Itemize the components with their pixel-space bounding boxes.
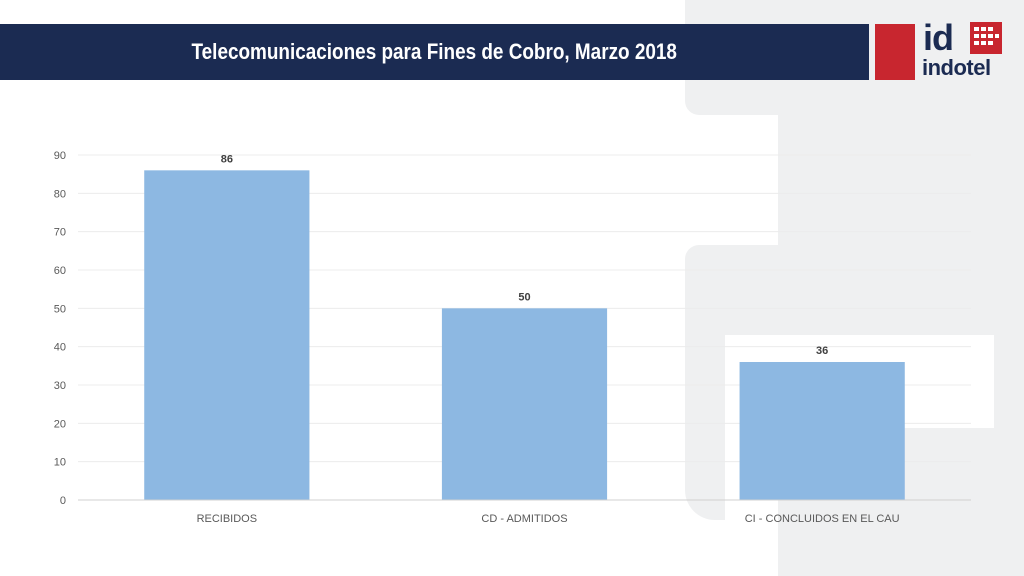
y-tick-label: 0 [60, 495, 66, 507]
data-label: 50 [518, 291, 530, 303]
category-label: RECIBIDOS [197, 513, 258, 525]
bar [144, 170, 310, 501]
y-tick-label: 40 [54, 342, 66, 354]
y-tick-label: 10 [54, 457, 66, 469]
y-tick-label: 60 [54, 265, 66, 277]
chart-data-labels: 86 50 36 [221, 153, 829, 357]
logo-plus-icon [970, 22, 1002, 54]
title-bar: Telecomunicaciones para Fines de Cobro, … [0, 24, 869, 80]
background-panel-right-edge [994, 330, 1024, 430]
y-axis-ticks: 0 10 20 30 40 50 60 70 80 90 [54, 150, 66, 507]
background-panel-mid [778, 110, 1024, 250]
y-tick-label: 30 [54, 380, 66, 392]
bar [739, 362, 905, 500]
chart-bars [144, 170, 905, 501]
y-tick-label: 80 [54, 188, 66, 200]
category-label: CI - CONCLUIDOS EN EL CAU [745, 513, 900, 525]
logo-red-block [875, 24, 915, 80]
x-axis-categories: RECIBIDOS CD - ADMITIDOS CI - CONCLUIDOS E… [197, 513, 900, 525]
y-tick-label: 70 [54, 227, 66, 239]
data-label: 36 [816, 345, 828, 357]
y-tick-label: 90 [54, 150, 66, 162]
category-label: CD - ADMITIDOS [481, 513, 567, 525]
y-tick-label: 20 [54, 418, 66, 430]
page-title: Telecomunicaciones para Fines de Cobro, … [191, 39, 678, 64]
indotel-logo: id indotel [920, 17, 1004, 84]
background-panel-bottom [685, 330, 725, 520]
logo-mark: id [923, 17, 954, 58]
bar [441, 308, 608, 500]
data-label: 86 [221, 153, 233, 165]
logo-wordmark: indotel [922, 55, 991, 80]
background-panel-lower [685, 245, 1024, 335]
y-tick-label: 50 [54, 303, 66, 315]
